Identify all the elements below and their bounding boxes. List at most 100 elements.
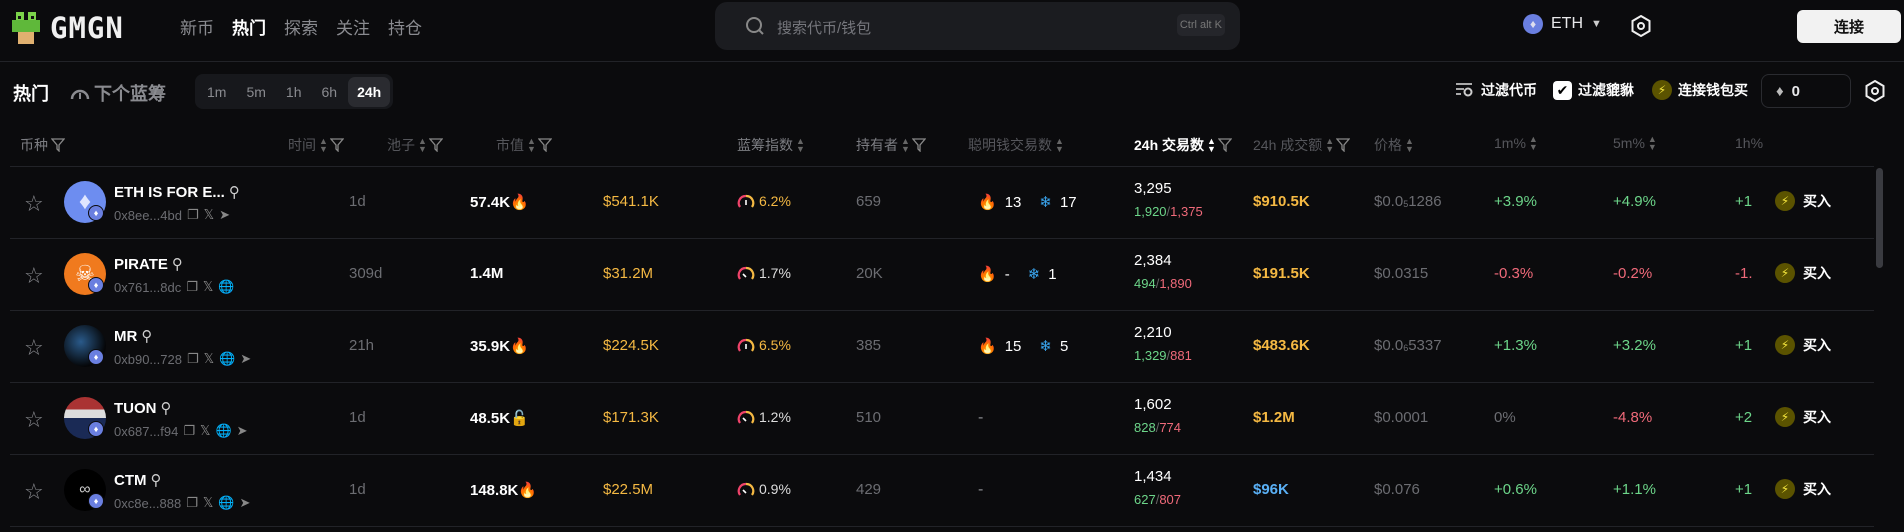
scrollbar[interactable] [1876, 168, 1883, 268]
favorite-star-icon[interactable]: ☆ [24, 191, 44, 216]
column-header-mcap[interactable]: 市值 ▲ ▼ [496, 135, 552, 155]
sort-icon[interactable]: ▲ ▼ [1325, 136, 1335, 154]
filter-icon[interactable] [429, 138, 443, 152]
column-header-holders[interactable]: 持有者 ▲ ▼ [856, 135, 926, 155]
column-header-age[interactable]: 时间 ▲ ▼ [288, 135, 344, 155]
sort-icon[interactable]: ▲ ▼ [1405, 136, 1414, 154]
connect-wallet-buy-button[interactable]: ⚡ 连接钱包买 [1652, 80, 1748, 100]
sort-icon[interactable]: ▲ ▼ [1528, 134, 1538, 152]
filter-pixiu-checkbox[interactable]: ✔ 过滤貔貅 [1553, 80, 1634, 100]
period-6h[interactable]: 6h [321, 83, 338, 100]
copy-icon[interactable]: ❐ [183, 423, 195, 438]
token-name[interactable]: PIRATE ⚲ [114, 255, 183, 273]
nav-hot[interactable]: 热门 [232, 19, 266, 38]
token-name[interactable]: CTM ⚲ [114, 471, 162, 489]
filter-icon[interactable] [1336, 138, 1351, 152]
token-name[interactable]: ETH IS FOR E... ⚲ [114, 183, 240, 201]
globe-icon[interactable]: 🌐 [215, 423, 232, 438]
buy-button[interactable]: ⚡ 买入 [1775, 263, 1831, 283]
next-bluechip-tab[interactable]: 下个蓝筹 [70, 80, 166, 106]
nav-new[interactable]: 新币 [180, 19, 214, 38]
search-icon[interactable]: ⚲ [160, 400, 172, 417]
column-header-price[interactable]: 价格 ▲ ▼ [1374, 135, 1414, 155]
buy-amount-input[interactable]: ♦ 0 [1761, 74, 1851, 108]
globe-icon[interactable]: 🌐 [218, 279, 235, 294]
filter-icon[interactable] [51, 138, 65, 152]
buy-count: 1,329 [1134, 348, 1167, 363]
favorite-star-icon[interactable]: ☆ [24, 407, 44, 432]
token-name[interactable]: MR ⚲ [114, 327, 152, 345]
sort-icon[interactable]: ▲ ▼ [1055, 136, 1064, 154]
chain-selector[interactable]: ♦ ETH ▼ [1523, 14, 1602, 34]
column-header-smart[interactable]: 聪明钱交易数 ▲ ▼ [968, 135, 1064, 155]
token-name[interactable]: TUON ⚲ [114, 399, 172, 417]
table-row[interactable]: ☆ ♦ MR ⚲ 0xb90...728 ❐ 𝕏 🌐 ➤ 21h 35.9K🔥 $224.5K 6.5%… [10, 311, 1874, 383]
column-header-bluechip[interactable]: 蓝筹指数 ▲ ▼ [737, 135, 805, 155]
telegram-icon[interactable]: ➤ [236, 423, 248, 438]
favorite-star-icon[interactable]: ☆ [24, 335, 44, 360]
logo[interactable]: GMGN [10, 10, 124, 46]
column-header-m1[interactable]: 1m% ▲ ▼ [1494, 134, 1538, 152]
column-header-token[interactable]: 币种 [20, 135, 65, 155]
buy-button[interactable]: ⚡ 买入 [1775, 407, 1831, 427]
globe-icon[interactable]: 🌐 [218, 495, 235, 510]
copy-icon[interactable]: ❐ [186, 495, 198, 510]
sort-icon[interactable]: ▲ ▼ [527, 136, 536, 154]
table-row[interactable]: ☆ ♦ ♦ ETH IS FOR E... ⚲ 0x8ee...4bd ❐ 𝕏 ➤ 1d 57.4K… [10, 167, 1874, 239]
telegram-icon[interactable]: ➤ [219, 207, 230, 222]
telegram-icon[interactable]: ➤ [240, 351, 252, 366]
x-icon[interactable]: 𝕏 [202, 279, 214, 294]
sort-icon[interactable]: ▲ ▼ [796, 136, 805, 154]
telegram-icon[interactable]: ➤ [239, 495, 251, 510]
favorite-star-icon[interactable]: ☆ [24, 263, 44, 288]
column-header-vol24[interactable]: 24h 成交额 ▲ ▼ [1253, 135, 1351, 155]
buy-button[interactable]: ⚡ 买入 [1775, 479, 1831, 499]
search-icon[interactable]: ⚲ [228, 184, 240, 201]
column-header-h1[interactable]: 1h% [1735, 135, 1765, 151]
period-1m[interactable]: 1m [207, 83, 227, 100]
search-icon[interactable]: ⚲ [150, 472, 162, 489]
search-input[interactable]: 搜索代币/钱包 Ctrl alt K [715, 2, 1240, 50]
period-1h[interactable]: 1h [285, 83, 302, 100]
settings-icon[interactable] [1865, 80, 1885, 102]
column-header-tx24[interactable]: 24h 交易数 ▲ ▼ [1134, 135, 1233, 155]
copy-icon[interactable]: ❐ [186, 279, 198, 294]
copy-icon[interactable]: ❐ [186, 207, 199, 222]
filter-tokens-button[interactable]: 过滤代币 [1455, 80, 1537, 100]
x-icon[interactable]: 𝕏 [202, 495, 214, 510]
sort-icon[interactable]: ▲ ▼ [1207, 136, 1216, 154]
sort-icon[interactable]: ▲ ▼ [418, 136, 427, 154]
x-icon[interactable]: 𝕏 [203, 351, 215, 366]
sort-icon[interactable]: ▲ ▼ [319, 136, 328, 154]
buy-button[interactable]: ⚡ 买入 [1775, 191, 1831, 211]
buy-button[interactable]: ⚡ 买入 [1775, 335, 1831, 355]
nav-explore[interactable]: 探索 [284, 19, 318, 38]
filter-icon[interactable] [912, 138, 926, 152]
table-row[interactable]: ☆ ∞ ♦ CTM ⚲ 0xc8e...888 ❐ 𝕏 🌐 ➤ 1d 148.8K🔥 $22.5M 0.9… [10, 455, 1874, 527]
globe-icon[interactable]: 🌐 [219, 351, 236, 366]
holders-count: 385 [856, 337, 882, 354]
settings-icon[interactable] [1631, 15, 1651, 37]
connect-button[interactable]: 连接 [1797, 10, 1901, 43]
sort-icon[interactable]: ▲ ▼ [1647, 134, 1657, 152]
table-row[interactable]: ☆ ♦ TUON ⚲ 0x687...f94 ❐ 𝕏 🌐 ➤ 1d 48.5K🔓 $171.3K 1.2… [10, 383, 1874, 455]
filter-icon[interactable] [538, 138, 552, 152]
copy-icon[interactable]: ❐ [186, 351, 199, 366]
price-zero-count: 5 [1403, 199, 1409, 209]
favorite-star-icon[interactable]: ☆ [24, 479, 44, 504]
period-5m[interactable]: 5m [246, 83, 266, 100]
column-header-m5[interactable]: 5m% ▲ ▼ [1613, 134, 1657, 152]
sort-icon[interactable]: ▲ ▼ [901, 136, 910, 154]
nav-holdings[interactable]: 持仓 [388, 19, 422, 38]
x-icon[interactable]: 𝕏 [203, 207, 215, 222]
search-icon[interactable]: ⚲ [171, 256, 183, 273]
next-bluechip-label: 下个蓝筹 [94, 84, 166, 104]
nav-follow[interactable]: 关注 [336, 19, 370, 38]
table-row[interactable]: ☆ ☠ ♦ PIRATE ⚲ 0x761...8dc ❐ 𝕏 🌐 309d 1.4M $31.2M 1.… [10, 239, 1874, 311]
x-icon[interactable]: 𝕏 [199, 423, 211, 438]
filter-icon[interactable] [330, 138, 344, 152]
column-header-pool[interactable]: 池子 ▲ ▼ [387, 135, 443, 155]
period-24h[interactable]: 24h [348, 76, 391, 107]
search-icon[interactable]: ⚲ [141, 328, 153, 345]
filter-icon[interactable] [1218, 138, 1233, 152]
